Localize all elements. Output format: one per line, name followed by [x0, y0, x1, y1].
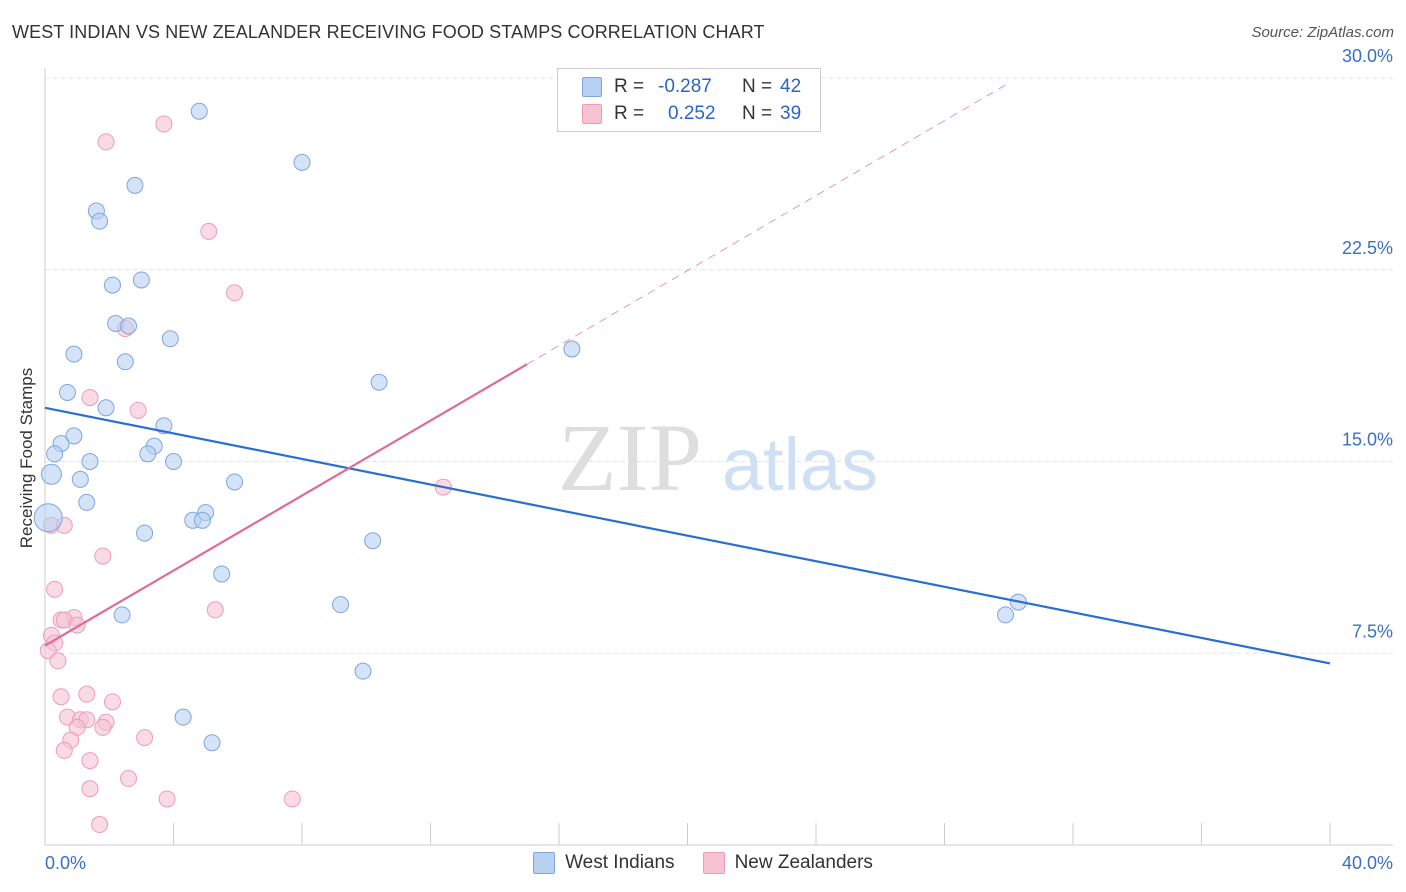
source-credit: Source: ZipAtlas.com	[1251, 24, 1394, 41]
data-point-new-zealanders	[283, 790, 301, 808]
data-point-west-indians	[78, 493, 96, 511]
data-point-new-zealanders	[81, 389, 99, 407]
y-tick-label: 15.0%	[1342, 430, 1393, 450]
chart-title: WEST INDIAN VS NEW ZEALANDER RECEIVING F…	[12, 22, 765, 42]
tick-labels: 7.5% 15.0% 22.5% 30.0% 0.0% 40.0%	[45, 46, 1393, 873]
data-point-new-zealanders	[158, 790, 176, 808]
trend-line-new-zealanders	[44, 363, 528, 647]
legend-r-value: 0.252	[668, 103, 716, 124]
legend-r-value: -0.287	[658, 76, 712, 97]
data-point-west-indians	[91, 212, 109, 230]
data-point-new-zealanders	[91, 816, 109, 834]
data-point-west-indians	[293, 153, 311, 171]
data-point-new-zealanders	[120, 770, 138, 788]
data-point-new-zealanders	[46, 580, 64, 598]
data-point-west-indians	[563, 340, 581, 358]
legend-swatch-blue	[533, 852, 556, 874]
watermark-atlas: atlas	[722, 423, 878, 506]
data-point-new-zealanders	[226, 284, 244, 302]
legend-n-value: 42	[780, 76, 802, 97]
data-point-west-indians	[97, 399, 115, 417]
legend-label-west-indians: West Indians	[565, 852, 675, 873]
legend-swatch-pink	[582, 104, 602, 124]
data-point-west-indians	[65, 427, 83, 445]
data-point-west-indians	[116, 353, 134, 371]
axes	[44, 68, 1393, 846]
data-point-west-indians	[40, 463, 62, 485]
watermark: ZIP atlas	[558, 404, 878, 511]
data-point-west-indians	[139, 445, 157, 463]
data-point-west-indians	[58, 383, 76, 401]
data-point-west-indians	[190, 102, 208, 120]
trend-line-new-zealanders-extension	[526, 82, 1010, 365]
legend-row-new-zealanders: R = 0.252 N = 39	[582, 102, 801, 126]
legend-row-west-indians: R = -0.287 N = 42	[582, 75, 801, 99]
data-point-west-indians	[71, 470, 89, 488]
data-point-west-indians	[332, 596, 350, 614]
y-tick-label: 7.5%	[1352, 621, 1393, 641]
data-point-west-indians	[354, 662, 372, 680]
data-point-west-indians	[103, 276, 121, 294]
data-point-west-indians	[213, 565, 231, 583]
data-point-west-indians	[226, 473, 244, 491]
legend-swatch-pink	[702, 852, 725, 874]
data-point-west-indians	[174, 708, 192, 726]
series-legend: West Indians New Zealanders	[0, 852, 1406, 874]
data-point-new-zealanders	[206, 601, 224, 619]
data-point-west-indians	[33, 503, 63, 533]
legend-n-value: 39	[780, 103, 802, 124]
legend-n-label: N =	[742, 103, 773, 124]
data-point-west-indians	[132, 271, 150, 289]
data-point-new-zealanders	[103, 693, 121, 711]
data-point-new-zealanders	[81, 752, 99, 770]
data-point-new-zealanders	[94, 718, 112, 736]
data-point-west-indians	[46, 445, 64, 463]
data-point-west-indians	[193, 511, 211, 529]
data-point-west-indians	[161, 330, 179, 348]
legend-n-label: N =	[742, 76, 773, 97]
data-point-new-zealanders	[52, 688, 70, 706]
data-point-new-zealanders	[49, 652, 67, 670]
data-point-west-indians	[65, 345, 83, 363]
data-point-new-zealanders	[129, 401, 147, 419]
data-point-west-indians	[113, 606, 131, 624]
watermark-zip: ZIP	[558, 404, 702, 511]
data-point-west-indians	[120, 317, 138, 335]
correlation-legend: R = -0.287 N = 42 R = 0.252 N = 39	[557, 68, 821, 132]
x-tick-label: 40.0%	[1342, 853, 1393, 873]
legend-item-new-zealanders[interactable]: New Zealanders	[702, 852, 873, 874]
legend-swatch-blue	[582, 77, 602, 97]
data-point-new-zealanders	[155, 115, 173, 133]
data-point-new-zealanders	[94, 547, 112, 565]
data-point-new-zealanders	[55, 741, 73, 759]
y-tick-label: 30.0%	[1342, 46, 1393, 66]
legend-item-west-indians[interactable]: West Indians	[533, 852, 675, 874]
legend-label-new-zealanders: New Zealanders	[734, 852, 873, 873]
data-point-west-indians	[370, 373, 388, 391]
legend-r-label: R =	[614, 103, 645, 124]
data-point-new-zealanders	[78, 685, 96, 703]
data-point-west-indians	[126, 176, 144, 194]
data-point-new-zealanders	[136, 729, 154, 747]
west-indians-points	[33, 102, 1027, 752]
trend-line-west-indians	[44, 406, 1331, 665]
data-point-west-indians	[997, 606, 1015, 624]
data-point-west-indians	[81, 453, 99, 470]
x-tick-label: 0.0%	[45, 853, 86, 873]
data-point-new-zealanders	[200, 222, 218, 240]
data-point-west-indians	[136, 524, 154, 542]
y-tick-label: 22.5%	[1342, 238, 1393, 258]
data-point-west-indians	[165, 453, 182, 470]
grid-lines	[45, 77, 1393, 654]
data-point-new-zealanders	[97, 133, 115, 151]
data-point-west-indians	[203, 734, 221, 752]
data-point-new-zealanders	[81, 780, 99, 798]
trend-lines	[44, 82, 1331, 665]
data-point-west-indians	[364, 532, 382, 550]
legend-r-label: R =	[614, 76, 645, 97]
